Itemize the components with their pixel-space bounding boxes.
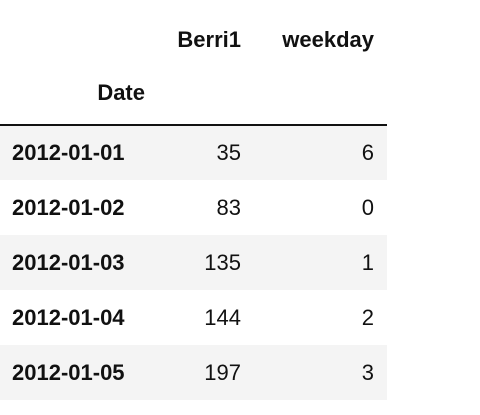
cell-weekday: 6 — [361, 140, 374, 165]
table-body: 2012-01-01 35 6 2012-01-02 83 0 2012-01-… — [0, 125, 387, 400]
table-header: Berri1 weekday Date — [0, 0, 387, 125]
corner-cell — [0, 0, 158, 80]
cell-berri1: 83 — [216, 194, 241, 220]
cell-berri1: 197 — [204, 359, 241, 385]
column-header-row: Berri1 weekday — [0, 0, 387, 80]
table-row: 2012-01-02 83 0 — [0, 180, 387, 235]
column-header-weekday: weekday — [282, 27, 374, 52]
dataframe-table: Berri1 weekday Date 2012-01-01 35 6 2012… — [0, 0, 387, 400]
index-name-row: Date — [0, 80, 387, 125]
table-row: 2012-01-03 135 1 — [0, 235, 387, 290]
cell-weekday: 0 — [361, 194, 374, 220]
row-index: 2012-01-03 — [12, 249, 125, 275]
index-name-header: Date — [97, 80, 145, 105]
table-row: 2012-01-04 144 2 — [0, 290, 387, 345]
cell-weekday: 2 — [361, 304, 374, 330]
row-index: 2012-01-01 — [12, 140, 125, 165]
column-header-berri1: Berri1 — [177, 27, 241, 52]
cell-berri1: 135 — [204, 249, 241, 275]
cell-berri1: 35 — [216, 140, 241, 165]
cell-weekday: 1 — [361, 249, 374, 275]
table-row: 2012-01-01 35 6 — [0, 125, 387, 180]
index-name-blank — [254, 80, 387, 125]
table-row: 2012-01-05 197 3 — [0, 345, 387, 400]
row-index: 2012-01-04 — [12, 304, 125, 330]
cell-weekday: 3 — [361, 359, 374, 385]
cell-berri1: 144 — [204, 304, 241, 330]
row-index: 2012-01-05 — [12, 359, 125, 385]
index-name-blank — [158, 80, 254, 125]
row-index: 2012-01-02 — [12, 194, 125, 220]
